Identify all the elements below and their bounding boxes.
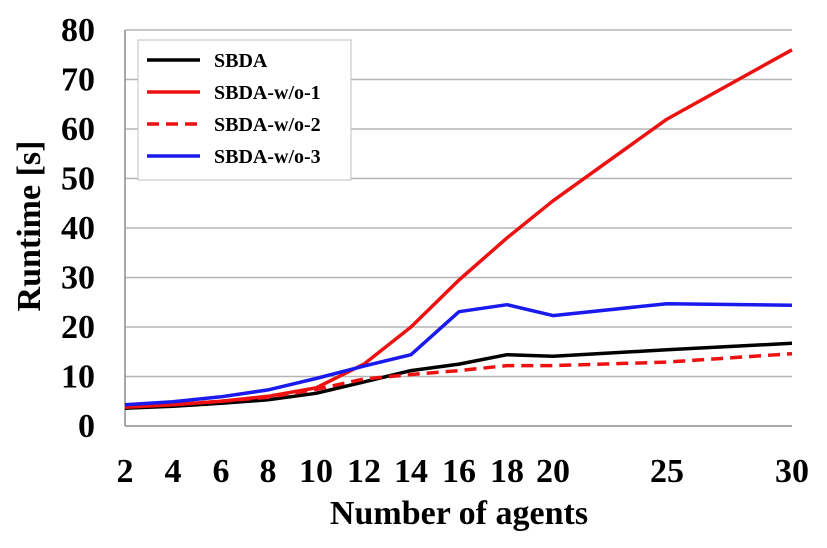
x-tick-label: 6 xyxy=(213,453,230,490)
x-tick-label: 16 xyxy=(442,453,476,490)
x-tick-label: 25 xyxy=(650,453,684,490)
y-tick-label: 20 xyxy=(61,309,95,346)
x-tick-label: 2 xyxy=(117,453,134,490)
y-tick-label: 80 xyxy=(61,12,95,49)
y-tick-label: 0 xyxy=(78,408,95,445)
legend-label: SBDA-w/o-3 xyxy=(214,146,321,168)
y-tick-label: 50 xyxy=(61,161,95,198)
x-tick-label: 20 xyxy=(536,453,570,490)
series-line-1 xyxy=(124,341,793,410)
legend-label: SBDA-w/o-2 xyxy=(214,114,321,136)
x-tick-labels: 2 4 6 8 10 12 14 16 18 20 25 30 xyxy=(117,453,810,490)
y-tick-label: 60 xyxy=(61,111,95,148)
series-line-3 xyxy=(124,351,793,408)
legend: SBDA SBDA-w/o-1 SBDA-w/o-2 SBDA-w/o-3 xyxy=(137,39,352,181)
y-tick-label: 40 xyxy=(61,210,95,247)
x-tick-label: 18 xyxy=(490,453,524,490)
x-tick-label: 12 xyxy=(347,453,381,490)
x-tick-label: 4 xyxy=(165,453,182,490)
y-tick-label: 70 xyxy=(61,62,95,99)
x-axis-title: Number of agents xyxy=(330,495,588,532)
series-line-4 xyxy=(124,301,793,407)
legend-label: SBDA xyxy=(214,50,268,72)
legend-label: SBDA-w/o-1 xyxy=(214,82,321,104)
y-tick-label: 30 xyxy=(61,260,95,297)
series-line-2 xyxy=(124,48,793,409)
x-tick-label: 14 xyxy=(394,453,428,490)
x-tick-label: 8 xyxy=(260,453,277,490)
x-tick-label: 30 xyxy=(775,453,809,490)
axes xyxy=(124,30,792,427)
y-tick-label: 10 xyxy=(61,359,95,396)
series-lines xyxy=(124,48,793,410)
y-axis-title: Runtime [s] xyxy=(11,141,48,312)
x-tick-label: 10 xyxy=(299,453,333,490)
y-tick-labels: 0 10 20 30 40 50 60 70 80 xyxy=(61,12,95,445)
